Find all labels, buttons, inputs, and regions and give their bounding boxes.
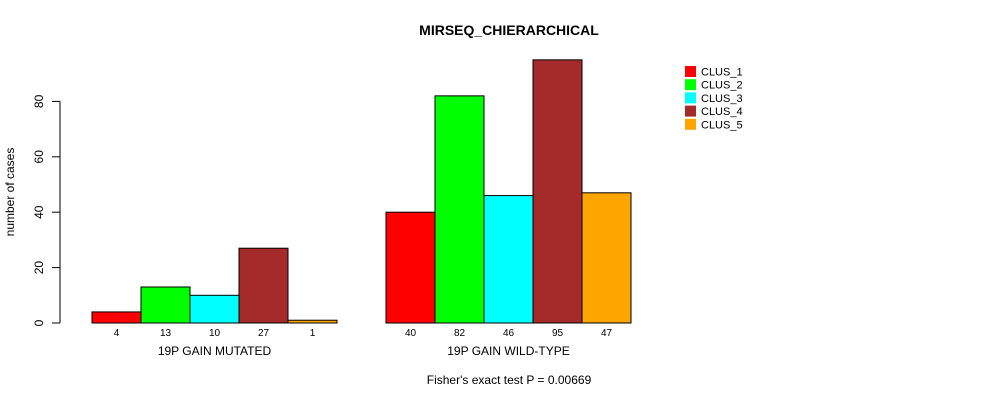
bar-clus_3 [189, 294, 240, 324]
bar-clus_1 [385, 211, 436, 324]
bar-count-label: 46 [503, 328, 515, 339]
bar-clus_4 [238, 247, 289, 324]
y-tick-label: 60 [32, 150, 46, 164]
legend-label: CLUS_3 [701, 93, 743, 105]
legend-label: CLUS_2 [701, 80, 743, 92]
legend-swatch [685, 118, 696, 130]
legend-swatch [685, 92, 696, 104]
bar-count-label: 1 [310, 328, 316, 339]
bar-count-label: 4 [114, 328, 120, 339]
fisher-test-footer: Fisher's exact test P = 0.00669 [427, 373, 592, 387]
bar-clus_5 [287, 319, 338, 324]
bar-count-label: 10 [209, 328, 221, 339]
y-tick-label: 0 [32, 319, 46, 326]
bar-clus_5 [581, 192, 632, 324]
legend-label: CLUS_5 [701, 119, 743, 131]
bar-labels: 4 13 10 27 1 40 82 46 95 47 [114, 328, 613, 339]
group-label: 19P GAIN MUTATED [158, 344, 272, 358]
bar-count-label: 82 [454, 328, 466, 339]
legend-swatch [685, 79, 696, 91]
bar-clus_3 [483, 195, 534, 324]
bar-clus_2 [434, 95, 485, 324]
legend-swatch [685, 105, 696, 117]
legend-label: CLUS_4 [701, 106, 743, 118]
bar-count-label: 40 [405, 328, 417, 339]
y-tick-label: 20 [32, 261, 46, 275]
group-labels: 19P GAIN MUTATED 19P GAIN WILD-TYPE [158, 344, 570, 358]
bar-count-label: 13 [160, 328, 172, 339]
y-tick-label: 80 [32, 94, 46, 108]
bars [91, 59, 632, 324]
group-label: 19P GAIN WILD-TYPE [447, 344, 569, 358]
y-tick-label: 40 [32, 205, 46, 219]
bar-clus_1 [91, 311, 142, 324]
legend-swatch [685, 66, 696, 77]
bar-clus_4 [532, 59, 583, 324]
y-axis: 0 20 40 60 80 [32, 94, 61, 326]
bar-count-label: 27 [258, 328, 270, 339]
legend-label: CLUS_1 [701, 67, 743, 79]
chart-title: MIRSEQ_CHIERARCHICAL [419, 22, 599, 38]
bar-count-label: 95 [552, 328, 564, 339]
y-axis-label: number of cases [3, 148, 17, 237]
bar-count-label: 47 [601, 328, 613, 339]
bar-clus_2 [140, 286, 191, 324]
